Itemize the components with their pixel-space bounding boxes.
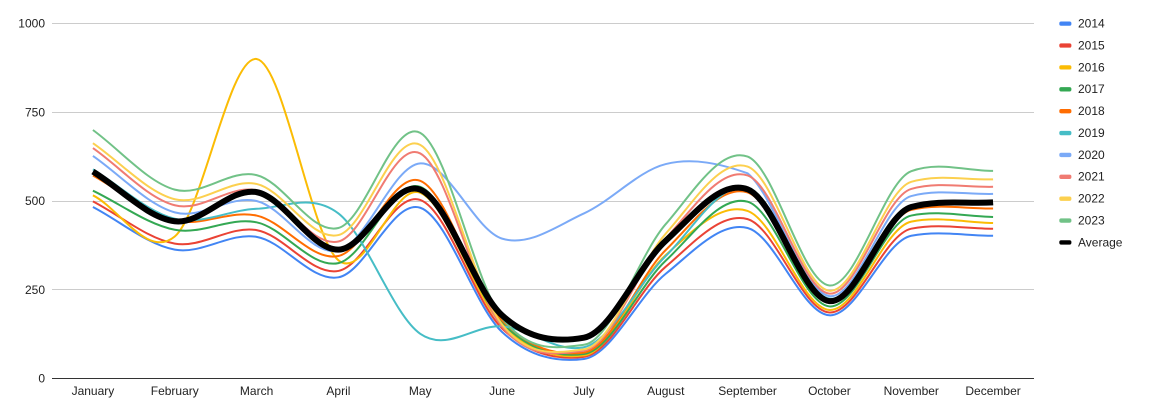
svg-text:September: September xyxy=(718,384,777,398)
svg-text:0: 0 xyxy=(38,372,45,386)
svg-text:April: April xyxy=(326,384,350,398)
svg-text:August: August xyxy=(647,384,685,398)
svg-text:January: January xyxy=(72,384,115,398)
svg-text:2017: 2017 xyxy=(1078,82,1105,96)
svg-text:November: November xyxy=(884,384,939,398)
svg-text:June: June xyxy=(489,384,515,398)
svg-text:May: May xyxy=(409,384,432,398)
svg-text:December: December xyxy=(965,384,1020,398)
svg-text:1000: 1000 xyxy=(18,17,45,31)
svg-text:2016: 2016 xyxy=(1078,60,1105,74)
svg-text:2014: 2014 xyxy=(1078,17,1105,31)
svg-text:2019: 2019 xyxy=(1078,126,1105,140)
svg-text:2015: 2015 xyxy=(1078,38,1105,52)
svg-text:2018: 2018 xyxy=(1078,104,1105,118)
svg-text:February: February xyxy=(151,384,199,398)
svg-text:500: 500 xyxy=(25,194,45,208)
svg-text:October: October xyxy=(808,384,851,398)
svg-text:2020: 2020 xyxy=(1078,148,1105,162)
svg-text:2022: 2022 xyxy=(1078,192,1105,206)
svg-text:March: March xyxy=(240,384,273,398)
svg-text:250: 250 xyxy=(25,283,45,297)
svg-text:Average: Average xyxy=(1078,235,1123,249)
svg-text:750: 750 xyxy=(25,105,45,119)
svg-text:2023: 2023 xyxy=(1078,213,1105,227)
svg-text:2021: 2021 xyxy=(1078,170,1105,184)
svg-text:July: July xyxy=(573,384,594,398)
